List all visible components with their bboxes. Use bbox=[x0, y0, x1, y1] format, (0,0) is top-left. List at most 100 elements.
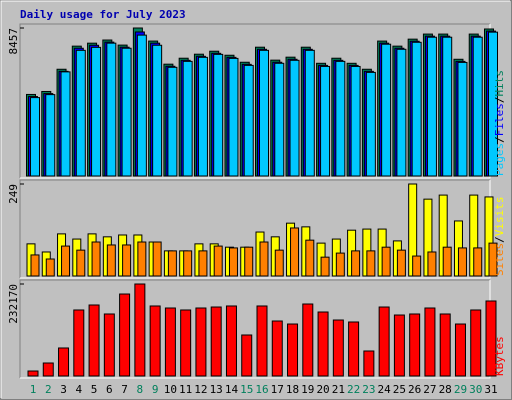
bar bbox=[351, 250, 361, 277]
x-tick-label: 14 bbox=[225, 383, 239, 396]
x-tick-label: 26 bbox=[408, 383, 421, 396]
bar bbox=[271, 320, 283, 377]
x-tick-label: 8 bbox=[137, 383, 144, 396]
legend-entry: Visits bbox=[493, 197, 506, 237]
bar bbox=[30, 97, 40, 177]
legend-separator: / bbox=[493, 97, 506, 104]
bar bbox=[121, 47, 132, 177]
legend-entry: Files bbox=[493, 103, 506, 136]
legend: Sites/Visits bbox=[493, 197, 506, 277]
bar bbox=[241, 334, 253, 377]
x-tick-label: 27 bbox=[423, 383, 436, 396]
bar bbox=[152, 44, 163, 177]
bar bbox=[243, 64, 254, 177]
bar bbox=[485, 300, 497, 377]
legend-separator: / bbox=[493, 136, 506, 143]
panel-border bbox=[19, 179, 490, 278]
bar bbox=[45, 94, 56, 177]
bar bbox=[396, 249, 406, 277]
bar bbox=[320, 65, 331, 177]
bar bbox=[302, 303, 314, 377]
x-tick-label: 25 bbox=[393, 383, 406, 396]
x-tick-label: 30 bbox=[469, 383, 482, 396]
bar bbox=[134, 283, 146, 377]
x-tick-label: 4 bbox=[75, 383, 82, 396]
bar bbox=[454, 323, 466, 377]
bar bbox=[381, 43, 392, 177]
x-tick-label: 19 bbox=[301, 383, 314, 396]
x-tick-label: 2 bbox=[45, 383, 52, 396]
bar bbox=[122, 244, 132, 277]
bar bbox=[152, 241, 162, 277]
bar bbox=[106, 244, 116, 277]
x-tick-label: 23 bbox=[362, 383, 375, 396]
bar bbox=[411, 41, 422, 177]
bar bbox=[378, 306, 390, 377]
x-tick-label: 10 bbox=[164, 383, 177, 396]
bar bbox=[470, 309, 482, 377]
bar bbox=[91, 241, 101, 277]
bar bbox=[332, 319, 344, 377]
x-tick-label: 1 bbox=[30, 383, 37, 396]
bar bbox=[488, 242, 498, 277]
x-tick-label: 29 bbox=[454, 383, 467, 396]
bar bbox=[88, 304, 100, 377]
bar bbox=[457, 247, 467, 277]
bar bbox=[60, 71, 71, 177]
bar bbox=[136, 34, 147, 177]
y-tick-label: 232170 bbox=[7, 284, 20, 324]
bar bbox=[274, 249, 284, 277]
bar bbox=[58, 347, 70, 377]
bar bbox=[106, 42, 117, 177]
x-tick-label: 5 bbox=[91, 383, 98, 396]
y-tick-label: 249 bbox=[7, 184, 20, 204]
x-tick-label: 13 bbox=[210, 383, 223, 396]
bar bbox=[167, 250, 177, 277]
bar bbox=[45, 258, 55, 277]
bar bbox=[244, 246, 254, 277]
bar bbox=[442, 36, 453, 177]
bar bbox=[27, 370, 39, 377]
legend: KBytes bbox=[493, 336, 506, 376]
bar bbox=[320, 256, 330, 277]
x-tick-label: 9 bbox=[152, 383, 159, 396]
x-tick-label: 16 bbox=[255, 383, 268, 396]
bar bbox=[103, 313, 115, 377]
bar bbox=[290, 227, 300, 277]
bar bbox=[259, 49, 269, 177]
bar bbox=[61, 245, 71, 277]
bar bbox=[348, 321, 360, 377]
x-tick-label: 20 bbox=[316, 383, 329, 396]
bar bbox=[256, 305, 268, 377]
legend-entry: KBytes bbox=[493, 336, 506, 376]
bar bbox=[30, 254, 40, 277]
bar bbox=[473, 247, 483, 277]
bar bbox=[73, 309, 85, 377]
bar bbox=[424, 307, 436, 377]
bar bbox=[195, 307, 207, 377]
chart-title: Daily usage for July 2023 bbox=[20, 8, 186, 21]
bar bbox=[274, 62, 285, 177]
bar bbox=[409, 313, 421, 377]
bar bbox=[149, 305, 161, 377]
x-tick-label: 18 bbox=[286, 383, 299, 396]
x-tick-label: 12 bbox=[194, 383, 207, 396]
bar bbox=[197, 56, 208, 177]
legend-entry: Sites bbox=[493, 243, 506, 276]
bar bbox=[304, 49, 315, 177]
bar bbox=[457, 61, 468, 177]
legend: Pages/Files/Hits bbox=[493, 70, 506, 176]
x-tick-label: 6 bbox=[106, 383, 113, 396]
bar bbox=[91, 46, 102, 177]
bar bbox=[164, 307, 176, 377]
bar bbox=[427, 251, 437, 277]
bar bbox=[182, 60, 193, 177]
x-tick-label: 22 bbox=[347, 383, 360, 396]
bar bbox=[381, 246, 391, 277]
bar bbox=[198, 250, 208, 277]
bar bbox=[305, 239, 315, 277]
bar bbox=[180, 309, 192, 377]
bar bbox=[228, 57, 239, 177]
